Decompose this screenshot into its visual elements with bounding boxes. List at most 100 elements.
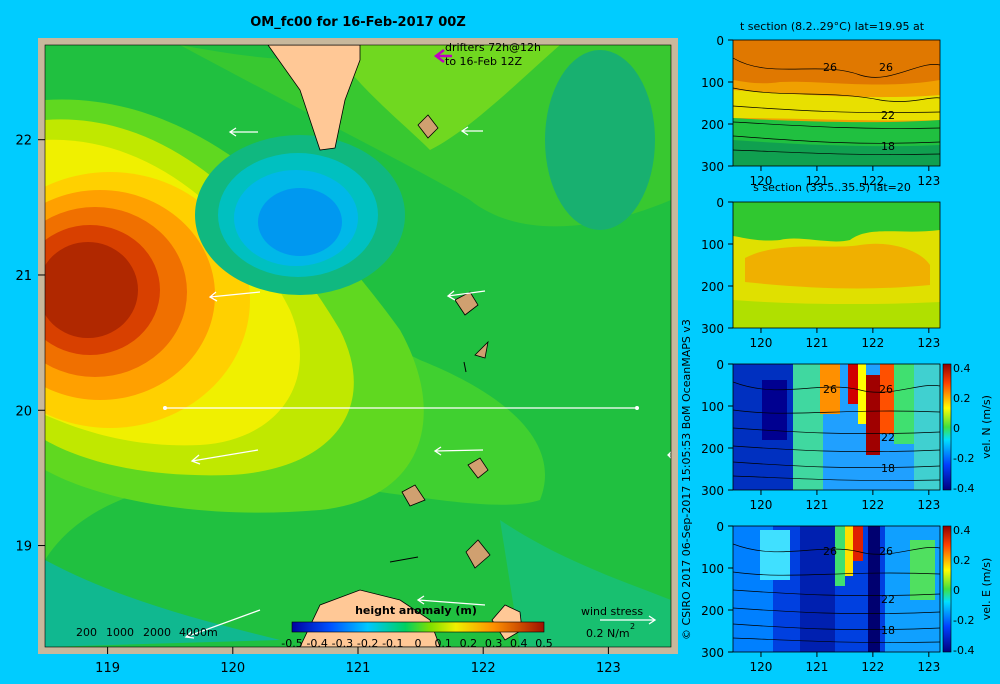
wind-arrow-legend: [600, 615, 657, 625]
n-isotherm-22: [733, 427, 940, 434]
velocity-colorbar-tick-label: 0.2: [953, 554, 971, 567]
n-isotherm-18: [733, 461, 940, 468]
land-island-3: [474, 340, 489, 359]
velocity-colorbar-tick-label: 0.2: [953, 392, 971, 405]
drifter-arrow-1: [228, 127, 258, 137]
land-luzon: [299, 589, 441, 647]
map-y-tick-label: 19: [15, 540, 32, 555]
t-section-yellow: [733, 90, 940, 121]
drifter-arrow-8: [184, 609, 261, 639]
t-section-title: t section (8.2..29°C) lat=19.95 at: [740, 20, 925, 33]
section-y-tick-label: 200: [701, 280, 724, 294]
section-x-tick-label: 120: [750, 174, 773, 188]
section-x-tick-label: 123: [917, 660, 940, 674]
section-x-tick-label: 120: [750, 660, 773, 674]
e-contour-label-1: 26: [823, 545, 837, 558]
drifter-legend-line2: to 16-Feb 12Z: [445, 55, 522, 68]
land-island-6: [465, 539, 491, 569]
t-isotherm-16: [733, 149, 940, 155]
section-y-tick-label: 300: [701, 646, 724, 660]
n-contour-label-3: 22: [881, 431, 895, 444]
colorbar-ticks: -0.5 -0.4 -0.3 -0.2 -0.1 0 0.1 0.2 0.3 0.4 0.5: [281, 637, 552, 650]
section-x-tick-label: 121: [805, 660, 828, 674]
section-y-tick-label: 300: [701, 322, 724, 336]
n-isotherm-24: [733, 409, 940, 414]
wind-legend-exponent: 2: [630, 622, 635, 631]
colorbar-tick-label: 0: [415, 637, 422, 650]
s-section-surface: [733, 202, 940, 242]
eddy-low-0.2: [258, 188, 342, 256]
section-x-tick-label: 120: [750, 498, 773, 512]
velocity-colorbar-tick-label: -0.4: [953, 644, 974, 657]
e-contour-label-3: 22: [881, 593, 895, 606]
n-isotherm-26: [733, 381, 940, 393]
section-x-tick-label: 123: [917, 498, 940, 512]
depth-legend-200: 200: [76, 626, 97, 639]
n-isotherm-20: [733, 445, 940, 452]
n-colorbar: [942, 363, 952, 491]
n-contour-label-1: 26: [823, 383, 837, 396]
credit-text: © CSIRO 2017 06-Sep-2017 15:05:53 BoM Oc…: [680, 319, 693, 640]
velocity-colorbar-tick-label: 0: [953, 584, 960, 597]
legend-drifter-arrow: [433, 49, 452, 63]
eddy-high-0.45: [45, 242, 138, 338]
colorbar-tick-label: -0.1: [382, 637, 403, 650]
t-isotherm-18: [733, 135, 940, 144]
drifter-arrow-4: [446, 290, 486, 301]
e-colorbar: [942, 525, 952, 653]
e-isotherm-16: [733, 637, 940, 643]
e-isotherm-22: [733, 589, 940, 596]
anomaly-southeast: [500, 520, 671, 647]
land-island-1: [417, 114, 439, 139]
map-y-tick-label: 20: [15, 404, 32, 419]
drifter-arrow-7: [416, 595, 486, 606]
n-section-red-1: [848, 364, 858, 404]
t-contour-label-3: 22: [881, 109, 895, 122]
e-colorbar-ticks: 0.4 0.2 0 -0.2 -0.4: [953, 524, 974, 657]
colorbar-tick-label: 0.2: [460, 637, 478, 650]
e-section-yellow-1: [845, 526, 853, 576]
colorbar-tick-label: 0.4: [510, 637, 528, 650]
section-panels: t section (8.2..29°C) lat=19.95 at 26 26…: [701, 20, 993, 674]
colorbar-tick-label: 0.5: [535, 637, 553, 650]
section-y-tick-label: 200: [701, 118, 724, 132]
t-section-deep: [733, 140, 940, 166]
colorbar-tick-label: 0.3: [485, 637, 503, 650]
n-colorbar-ticks: 0.4 0.2 0 -0.2 -0.4: [953, 362, 974, 495]
section-y-tick-label: 100: [701, 238, 724, 252]
drifter-arrow-3: [208, 291, 261, 302]
e-section-green-1: [835, 526, 845, 586]
e-isotherm-18: [733, 623, 940, 630]
map-x-tick-label: 121: [346, 661, 371, 676]
s-section-title: s section (33.5..35.5) lat=20: [753, 181, 911, 194]
land-island-2: [454, 291, 479, 316]
drifter-trail-1: [389, 556, 419, 563]
section-x-tick-label: 122: [861, 498, 884, 512]
t-contour-label-2: 26: [879, 61, 893, 74]
wind-legend-value: 0.2 N/m: [586, 627, 630, 640]
e-section-dark-2: [868, 526, 880, 652]
map-y-tick-label: 21: [15, 269, 32, 284]
edge-arrow: [667, 451, 671, 459]
n-colorbar-label: vel. N (m/s): [980, 395, 993, 459]
n-section-cyan-east: [914, 364, 940, 490]
section-y-tick-label: 0: [716, 34, 724, 48]
n-section-green-band: [793, 364, 823, 490]
e-isotherm-24: [733, 571, 940, 576]
section-x-tick-label: 121: [805, 174, 828, 188]
e-section-red-1: [853, 526, 863, 561]
colorbar-tick-label: -0.3: [332, 637, 353, 650]
t-section-frame: [732, 39, 941, 167]
section-y-tick-label: 100: [701, 76, 724, 90]
colorbar-tick-label: -0.2: [357, 637, 378, 650]
n-section-yellow: [858, 364, 866, 424]
e-section-cyan-1: [760, 530, 790, 580]
velocity-colorbar-tick-label: 0.4: [953, 362, 971, 375]
colorbar-tick-label: -0.4: [306, 637, 327, 650]
t-contour-label-4: 18: [881, 140, 895, 153]
drifter-trail-2: [463, 361, 467, 373]
colorbar: [291, 621, 545, 633]
t-isotherm-24: [733, 87, 940, 102]
n-contour-label-4: 18: [881, 462, 895, 475]
section-y-tick-label: 0: [716, 520, 724, 534]
